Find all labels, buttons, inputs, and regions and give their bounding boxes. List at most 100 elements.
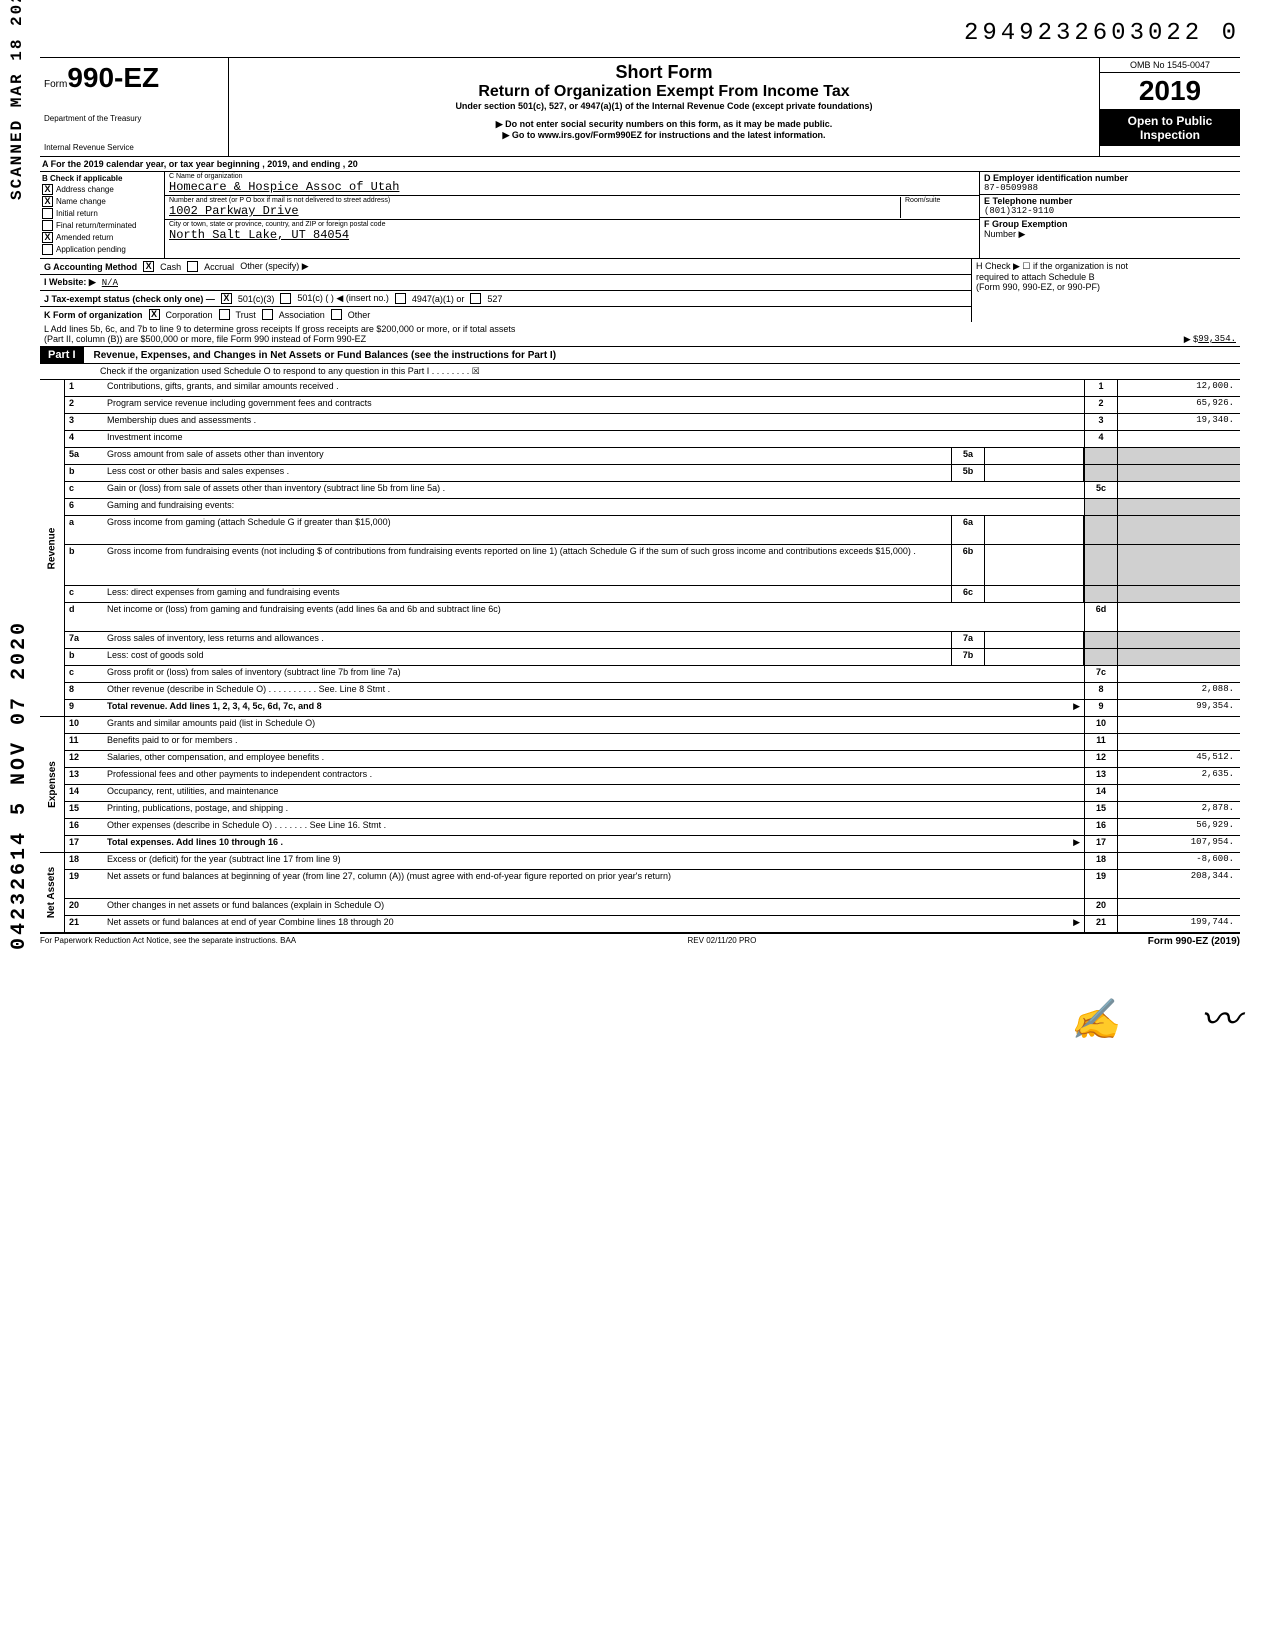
lbl-website: I Website: ▶ (44, 277, 96, 288)
ln6c-num: c (65, 586, 103, 602)
ln5b-num: b (65, 465, 103, 481)
chk-trust[interactable] (219, 309, 230, 320)
ln17-amt: 107,954. (1118, 836, 1240, 852)
ln6c-mid: 6c (951, 586, 985, 602)
lbl-address: Number and street (or P O box if mail is… (169, 197, 900, 204)
lbl-501c: 501(c) ( ) ◀ (insert no.) (297, 293, 388, 304)
chk-initial-return[interactable] (42, 208, 53, 219)
form-990ez-label: Form990-EZ (44, 62, 224, 94)
chk-501c3[interactable]: X (221, 293, 232, 304)
chk-527[interactable] (470, 293, 481, 304)
ln6d-text: Net income or (loss) from gaming and fun… (103, 603, 1084, 631)
ln7a-num: 7a (65, 632, 103, 648)
ln7a-midval (985, 632, 1084, 648)
chk-accrual[interactable] (187, 261, 198, 272)
ln6a-midval (985, 516, 1084, 544)
ln5a-mid: 5a (951, 448, 985, 464)
ln6-num: 6 (65, 499, 103, 515)
ln21-box: 21 (1084, 916, 1118, 932)
row-l-gross-receipts: L Add lines 5b, 6c, and 7b to line 9 to … (40, 322, 1240, 347)
lbl-form-org: K Form of organization (44, 310, 143, 320)
expenses-section: Expenses 10Grants and similar amounts pa… (40, 717, 1240, 853)
chk-final-return[interactable] (42, 220, 53, 231)
ln6-text: Gaming and fundraising events: (103, 499, 1084, 515)
scanned-stamp: SCANNED MAR 18 2021 (8, 0, 26, 200)
lbl-amended-return: Amended return (56, 233, 113, 242)
ln6a-box (1084, 516, 1118, 544)
revenue-side-label: Revenue (40, 380, 65, 716)
lbl-group-number: Number ▶ (984, 229, 1236, 240)
title-return: Return of Organization Exempt From Incom… (239, 83, 1089, 101)
chk-application-pending[interactable] (42, 244, 53, 255)
net-assets-side-label: Net Assets (40, 853, 65, 932)
lbl-application-pending: Application pending (56, 245, 126, 254)
footer-left: For Paperwork Reduction Act Notice, see … (40, 936, 296, 947)
ln6d-num: d (65, 603, 103, 631)
omb-number: OMB No 1545-0047 (1100, 58, 1240, 73)
chk-association[interactable] (262, 309, 273, 320)
ln5a-text: Gross amount from sale of assets other t… (103, 448, 951, 464)
ln7a-amt (1118, 632, 1240, 648)
lbl-ein: D Employer identification number (984, 173, 1236, 183)
ln6a-num: a (65, 516, 103, 544)
lbl-other-method: Other (specify) ▶ (240, 261, 308, 272)
chk-501c[interactable] (280, 293, 291, 304)
row-g-accounting: G Accounting Method XCash Accrual Other … (40, 259, 971, 275)
ln5c-num: c (65, 482, 103, 498)
ln21-text: Net assets or fund balances at end of ye… (107, 917, 394, 927)
lbl-tax-exempt: J Tax-exempt status (check only one) — (44, 294, 215, 304)
lbl-corporation: Corporation (166, 310, 213, 320)
ln6c-amt (1118, 586, 1240, 602)
ln14-text: Occupancy, rent, utilities, and maintena… (103, 785, 1084, 801)
form-number: 990-EZ (67, 62, 159, 93)
col-b-checkboxes: B Check if applicable XAddress change XN… (40, 172, 165, 258)
chk-other-org[interactable] (331, 309, 342, 320)
ln6c-text: Less: direct expenses from gaming and fu… (103, 586, 951, 602)
lbl-final-return: Final return/terminated (56, 221, 136, 230)
row-l-text1: L Add lines 5b, 6c, and 7b to line 9 to … (44, 324, 515, 334)
lbl-accounting-method: G Accounting Method (44, 262, 137, 272)
ln9-arrow: ▶ (1073, 701, 1080, 712)
val-website: N/A (102, 278, 118, 288)
chk-name-change[interactable]: X (42, 196, 53, 207)
ln8-text: Other revenue (describe in Schedule O) .… (103, 683, 1084, 699)
ln10-amt (1118, 717, 1240, 733)
ln4-text: Investment income (103, 431, 1084, 447)
signature-mark: ✍ 〰 (40, 987, 1240, 1045)
chk-cash[interactable]: X (143, 261, 154, 272)
expenses-side-label: Expenses (40, 717, 65, 852)
ln8-box: 8 (1084, 683, 1118, 699)
ln20-num: 20 (65, 899, 103, 915)
val-org-name: Homecare & Hospice Assoc of Utah (169, 180, 975, 194)
val-phone: (801)312-9110 (984, 206, 1236, 216)
ln17-box: 17 (1084, 836, 1118, 852)
row-k-form-org: K Form of organization XCorporation Trus… (40, 307, 971, 322)
ln9-text: Total revenue. Add lines 1, 2, 3, 4, 5c,… (107, 701, 322, 711)
ln3-text: Membership dues and assessments . (103, 414, 1084, 430)
ln5a-amt (1118, 448, 1240, 464)
ln7a-text: Gross sales of inventory, less returns a… (103, 632, 951, 648)
ln6b-num: b (65, 545, 103, 585)
ln7b-box (1084, 649, 1118, 665)
lbl-association: Association (279, 310, 325, 320)
ln20-text: Other changes in net assets or fund bala… (103, 899, 1084, 915)
lbl-city: City or town, state or province, country… (169, 221, 975, 228)
ln6d-amt (1118, 603, 1240, 631)
ln6d-box: 6d (1084, 603, 1118, 631)
ln11-num: 11 (65, 734, 103, 750)
ln7b-amt (1118, 649, 1240, 665)
ln7c-text: Gross profit or (loss) from sales of inv… (103, 666, 1084, 682)
chk-amended-return[interactable]: X (42, 232, 53, 243)
part1-header: Part I Revenue, Expenses, and Changes in… (40, 347, 1240, 364)
ln6b-box (1084, 545, 1118, 585)
chk-4947[interactable] (395, 293, 406, 304)
ln15-text: Printing, publications, postage, and shi… (103, 802, 1084, 818)
chk-address-change[interactable]: X (42, 184, 53, 195)
part1-tag: Part I (40, 347, 84, 363)
chk-corporation[interactable]: X (149, 309, 160, 320)
val-ein: 87-0509988 (984, 183, 1236, 193)
ln11-box: 11 (1084, 734, 1118, 750)
ln15-num: 15 (65, 802, 103, 818)
ln15-box: 15 (1084, 802, 1118, 818)
ln1-text: Contributions, gifts, grants, and simila… (103, 380, 1084, 396)
